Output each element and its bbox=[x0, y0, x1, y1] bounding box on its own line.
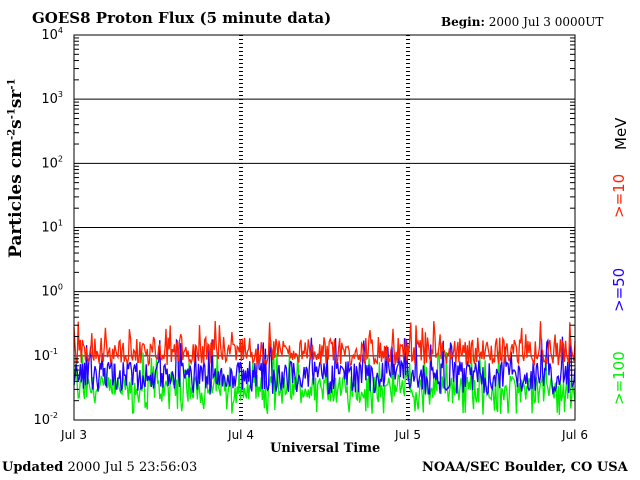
legend-unit: MeV bbox=[612, 117, 630, 150]
y-tick-label: 10-1 bbox=[33, 347, 58, 364]
updated-label: Updated bbox=[2, 460, 64, 475]
x-axis-title: Universal Time bbox=[270, 441, 381, 456]
x-tick-label: Jul 6 bbox=[561, 428, 588, 442]
x-tick-label: Jul 3 bbox=[60, 428, 87, 442]
plot-frame bbox=[73, 34, 576, 421]
x-tick-labels: Jul 3 Jul 4 Jul 5 Jul 6 bbox=[60, 428, 588, 442]
y-tick-label: 10-2 bbox=[33, 411, 58, 428]
credit-line: NOAA/SEC Boulder, CO USA bbox=[422, 460, 628, 475]
chart-title: GOES8 Proton Flux (5 minute data) bbox=[32, 9, 332, 27]
updated-value: 2000 Jul 5 23:56:03 bbox=[67, 460, 198, 475]
series-line bbox=[73, 351, 576, 415]
x-tick-label: Jul 5 bbox=[394, 428, 421, 442]
x-tick-label: Jul 4 bbox=[227, 428, 254, 442]
legend-series-100: >=100 bbox=[610, 351, 628, 405]
legend-series-10: >=10 bbox=[610, 173, 628, 218]
y-tick-labels: 10-2 10-1 100 101 102 103 104 bbox=[33, 26, 63, 428]
begin-value: 2000 Jul 3 0000UT bbox=[488, 15, 604, 29]
begin-time: Begin: 2000 Jul 3 0000UT bbox=[441, 15, 603, 29]
axes-box bbox=[73, 34, 576, 421]
begin-label: Begin: bbox=[441, 15, 485, 29]
y-tick-label: 102 bbox=[41, 154, 63, 171]
series-line bbox=[73, 336, 576, 397]
y-tick-label: 103 bbox=[41, 90, 63, 107]
y-tick-label: 100 bbox=[41, 283, 63, 300]
series-line bbox=[73, 320, 576, 367]
y-tick-label: 104 bbox=[41, 26, 63, 43]
series-lines bbox=[73, 320, 576, 415]
legend-series-50: >=50 bbox=[610, 267, 628, 312]
updated-timestamp: Updated 2000 Jul 5 23:56:03 bbox=[2, 460, 197, 475]
y-tick-label: 101 bbox=[41, 219, 63, 236]
